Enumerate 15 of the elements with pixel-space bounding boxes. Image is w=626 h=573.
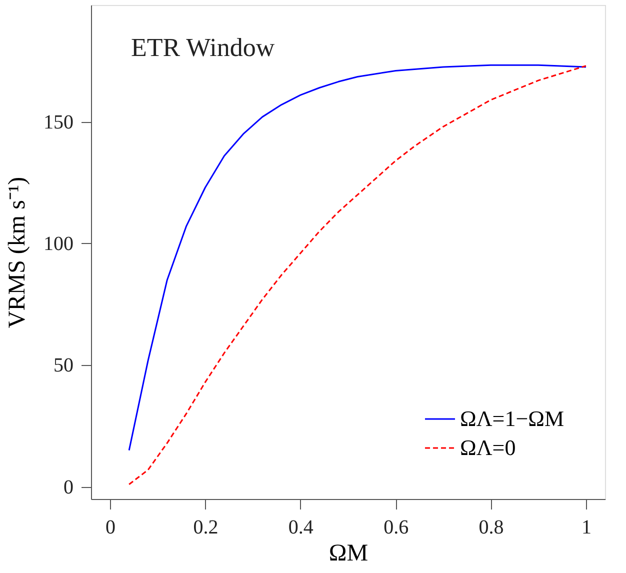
y-tick-label: 50 bbox=[54, 354, 74, 377]
x-tick-label: 0.4 bbox=[288, 516, 314, 538]
y-tick-label: 100 bbox=[44, 232, 74, 255]
x-tick-label: 0.6 bbox=[384, 516, 409, 538]
x-tick-label: 1 bbox=[581, 516, 592, 538]
x-tick-label: 0.2 bbox=[193, 516, 218, 538]
x-tick-label: 0 bbox=[106, 516, 116, 538]
y-tick-label: 150 bbox=[44, 111, 74, 134]
annotation: ETR Window bbox=[131, 33, 275, 62]
legend-label: ΩΛ=0 bbox=[460, 435, 516, 460]
x-tick-label: 0.8 bbox=[478, 516, 504, 538]
x-axis-title: ΩM bbox=[328, 540, 368, 566]
legend-label: ΩΛ=1−ΩM bbox=[460, 406, 564, 431]
y-tick-label: 0 bbox=[64, 476, 74, 498]
y-axis-title: VRMS (km s⁻¹) bbox=[4, 176, 30, 328]
